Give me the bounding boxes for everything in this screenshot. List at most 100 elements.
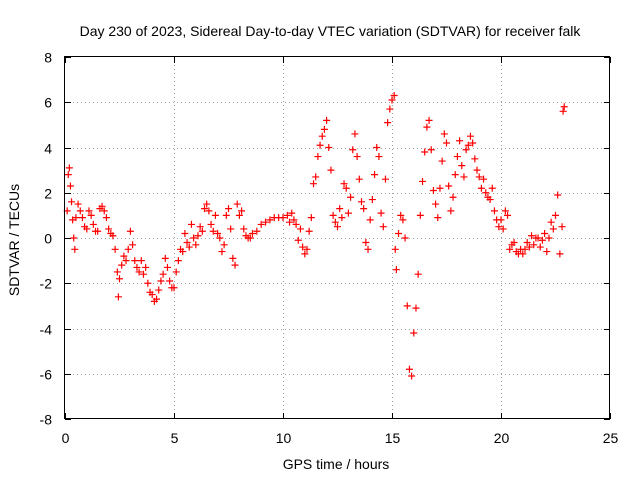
data-point: [340, 180, 348, 188]
data-point: [78, 214, 86, 222]
data-point: [434, 214, 442, 222]
data-points: [63, 91, 568, 380]
data-point: [560, 103, 568, 111]
data-point: [198, 227, 206, 235]
data-point: [279, 214, 287, 222]
data-point: [386, 105, 394, 113]
data-point: [227, 225, 235, 233]
data-point: [220, 241, 228, 249]
data-point: [490, 207, 498, 215]
data-point: [473, 166, 481, 174]
data-point: [347, 193, 355, 201]
data-point: [303, 245, 311, 253]
data-point: [552, 211, 559, 219]
data-point: [395, 229, 403, 237]
data-point: [292, 220, 300, 228]
data-point: [83, 225, 91, 233]
data-point: [558, 223, 566, 231]
data-point: [229, 254, 237, 262]
data-point: [87, 211, 95, 219]
data-point: [366, 216, 374, 224]
y-tick-label: -4: [40, 322, 53, 338]
data-point: [408, 372, 416, 380]
data-point: [482, 189, 490, 197]
data-point: [307, 214, 315, 222]
x-tick-label: 0: [62, 430, 70, 446]
data-point: [349, 146, 357, 154]
data-point: [401, 234, 409, 242]
data-point: [543, 248, 551, 256]
data-point: [131, 257, 139, 265]
y-tick-label: 8: [44, 50, 52, 66]
data-point: [362, 239, 370, 247]
data-point: [501, 207, 509, 215]
data-point: [318, 132, 326, 140]
data-point: [458, 162, 466, 170]
data-point: [187, 220, 195, 228]
data-point: [329, 211, 337, 219]
data-point: [440, 130, 448, 138]
data-point: [547, 218, 555, 226]
data-point: [373, 144, 381, 151]
data-point: [432, 200, 440, 208]
y-tick-label: -8: [40, 412, 53, 428]
data-point: [381, 175, 389, 183]
data-point: [364, 245, 372, 253]
data-point: [451, 171, 459, 179]
data-point: [153, 295, 161, 303]
data-point: [504, 211, 512, 219]
data-point: [205, 207, 213, 215]
y-tick-label: -2: [40, 276, 53, 292]
data-point: [248, 229, 256, 237]
y-tick-label: 0: [44, 231, 52, 247]
data-point: [139, 270, 147, 278]
data-point: [460, 173, 468, 181]
data-point: [214, 229, 222, 237]
data-point: [379, 223, 387, 231]
data-point: [144, 279, 152, 287]
data-point: [334, 223, 341, 231]
data-point: [174, 257, 182, 265]
data-point: [559, 107, 567, 115]
data-point: [510, 239, 518, 247]
data-point: [545, 234, 553, 242]
data-point: [120, 252, 128, 260]
data-point: [534, 234, 542, 242]
data-point: [157, 277, 165, 285]
data-point: [541, 229, 549, 237]
data-point: [429, 186, 437, 194]
x-tick-label: 10: [276, 430, 292, 446]
data-point: [148, 291, 156, 299]
data-point: [530, 241, 538, 249]
y-tick-label: 2: [44, 186, 52, 202]
data-point: [466, 132, 474, 140]
gridlines: [65, 57, 610, 419]
data-point: [294, 236, 302, 244]
data-point: [377, 209, 385, 217]
y-axis-ticks: -8 -6 -4 -2 0 2 4 6 8: [40, 50, 610, 428]
data-point: [421, 148, 429, 156]
data-point: [528, 232, 536, 240]
data-point: [225, 205, 232, 213]
data-point: [506, 245, 514, 253]
data-point: [94, 227, 102, 235]
data-point: [133, 263, 141, 271]
data-point: [497, 216, 505, 224]
data-point: [299, 243, 307, 251]
data-point: [126, 227, 134, 235]
data-point: [240, 225, 248, 233]
data-point: [181, 229, 189, 237]
data-point: [76, 207, 84, 215]
data-point: [172, 268, 180, 276]
data-point: [64, 171, 72, 179]
data-point: [488, 184, 496, 192]
data-point: [475, 173, 483, 181]
data-point: [499, 225, 507, 233]
data-point: [419, 177, 427, 185]
data-point: [416, 211, 424, 219]
data-point: [556, 250, 564, 258]
data-point: [495, 223, 503, 231]
data-point: [399, 216, 407, 224]
data-point: [310, 180, 318, 188]
